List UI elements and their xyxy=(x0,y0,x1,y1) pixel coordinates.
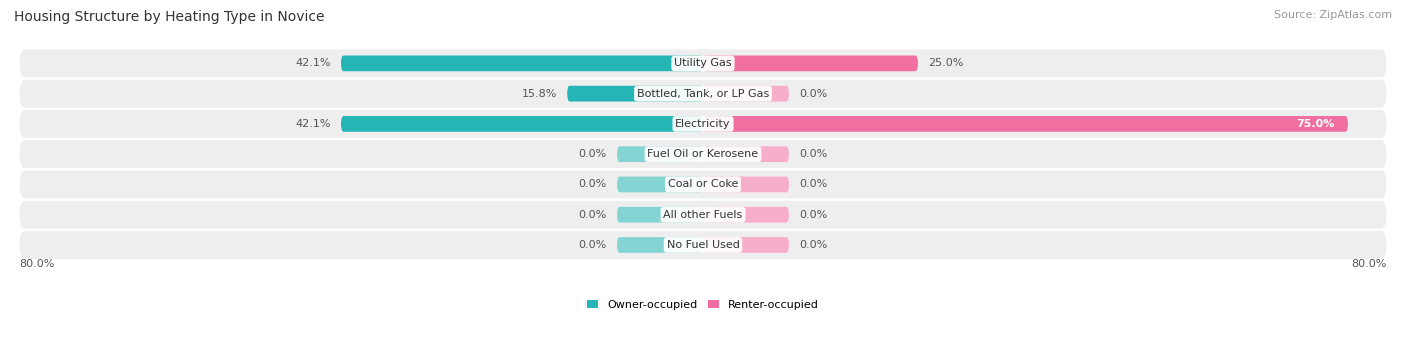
FancyBboxPatch shape xyxy=(703,176,789,192)
Text: All other Fuels: All other Fuels xyxy=(664,210,742,220)
Text: Source: ZipAtlas.com: Source: ZipAtlas.com xyxy=(1274,10,1392,20)
Text: 0.0%: 0.0% xyxy=(800,149,828,159)
FancyBboxPatch shape xyxy=(617,237,703,253)
Text: 75.0%: 75.0% xyxy=(1296,119,1336,129)
Text: Housing Structure by Heating Type in Novice: Housing Structure by Heating Type in Nov… xyxy=(14,10,325,24)
Text: 25.0%: 25.0% xyxy=(928,58,963,68)
FancyBboxPatch shape xyxy=(703,116,1348,132)
Text: 0.0%: 0.0% xyxy=(800,210,828,220)
Text: 42.1%: 42.1% xyxy=(295,58,330,68)
FancyBboxPatch shape xyxy=(20,49,1386,77)
Text: 0.0%: 0.0% xyxy=(578,210,606,220)
Legend: Owner-occupied, Renter-occupied: Owner-occupied, Renter-occupied xyxy=(586,300,820,310)
FancyBboxPatch shape xyxy=(703,207,789,223)
Text: 0.0%: 0.0% xyxy=(578,180,606,189)
FancyBboxPatch shape xyxy=(20,201,1386,228)
Text: Fuel Oil or Kerosene: Fuel Oil or Kerosene xyxy=(647,149,759,159)
Text: 0.0%: 0.0% xyxy=(800,240,828,250)
FancyBboxPatch shape xyxy=(20,231,1386,259)
FancyBboxPatch shape xyxy=(20,171,1386,198)
FancyBboxPatch shape xyxy=(20,110,1386,138)
FancyBboxPatch shape xyxy=(703,55,918,71)
Text: Coal or Coke: Coal or Coke xyxy=(668,180,738,189)
Text: 0.0%: 0.0% xyxy=(578,149,606,159)
FancyBboxPatch shape xyxy=(703,146,789,162)
Text: 42.1%: 42.1% xyxy=(295,119,330,129)
FancyBboxPatch shape xyxy=(20,80,1386,107)
Text: Electricity: Electricity xyxy=(675,119,731,129)
Text: 80.0%: 80.0% xyxy=(1351,259,1386,269)
Text: 0.0%: 0.0% xyxy=(800,89,828,99)
Text: 0.0%: 0.0% xyxy=(578,240,606,250)
FancyBboxPatch shape xyxy=(20,140,1386,168)
Text: Utility Gas: Utility Gas xyxy=(675,58,731,68)
Text: 80.0%: 80.0% xyxy=(20,259,55,269)
FancyBboxPatch shape xyxy=(617,176,703,192)
Text: 15.8%: 15.8% xyxy=(522,89,557,99)
Text: No Fuel Used: No Fuel Used xyxy=(666,240,740,250)
FancyBboxPatch shape xyxy=(617,146,703,162)
Text: 0.0%: 0.0% xyxy=(800,180,828,189)
FancyBboxPatch shape xyxy=(703,86,789,102)
FancyBboxPatch shape xyxy=(617,207,703,223)
Text: Bottled, Tank, or LP Gas: Bottled, Tank, or LP Gas xyxy=(637,89,769,99)
FancyBboxPatch shape xyxy=(703,237,789,253)
FancyBboxPatch shape xyxy=(340,116,703,132)
FancyBboxPatch shape xyxy=(340,55,703,71)
FancyBboxPatch shape xyxy=(567,86,703,102)
